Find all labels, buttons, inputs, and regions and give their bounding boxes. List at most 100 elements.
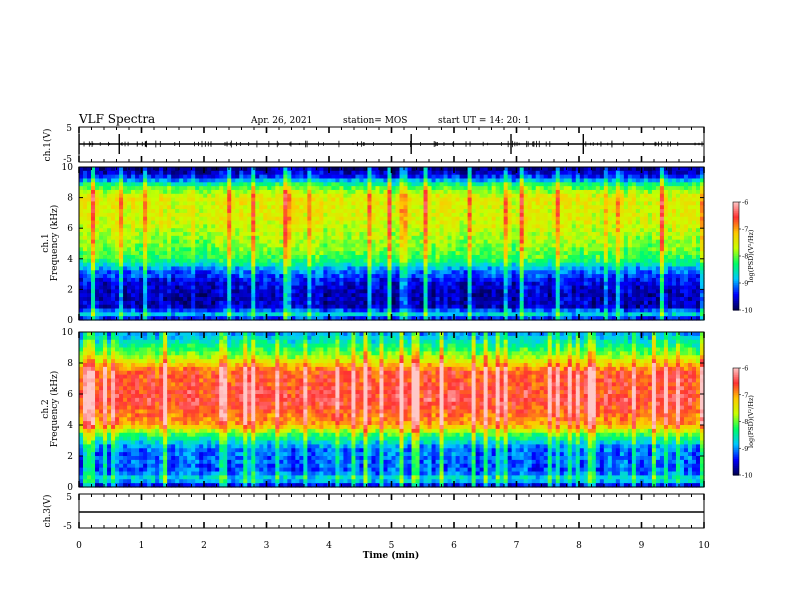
- spectrogram-cell: [355, 174, 361, 180]
- spectrogram-cell: [151, 216, 156, 222]
- spectrogram-cell: [483, 262, 489, 268]
- spectrogram-cell: [159, 281, 164, 287]
- spectrogram-cell: [483, 170, 489, 176]
- spectrogram-cell: [435, 224, 441, 229]
- spectrogram-cell: [367, 289, 373, 294]
- spectrogram-cell: [175, 285, 180, 290]
- spectrogram-cell: [319, 285, 324, 290]
- spectrogram-cell: [367, 193, 373, 199]
- spectrogram-cell: [195, 212, 200, 218]
- spectrogram-cell: [503, 178, 509, 183]
- spectrogram-cell: [543, 258, 549, 264]
- spectrogram-cell: [359, 300, 365, 306]
- spectrogram-cell: [407, 274, 413, 279]
- spectrogram-cell: [523, 209, 529, 214]
- spectrogram-cell: [495, 205, 501, 210]
- spectrogram-cell: [151, 308, 156, 313]
- spectrogram-cell: [531, 285, 537, 290]
- spectrogram-cell: [255, 274, 260, 279]
- spectrogram-cell: [535, 247, 541, 252]
- spectrogram-cell: [175, 304, 180, 310]
- spectrogram-cell: [507, 258, 513, 264]
- spectrogram-cell: [359, 193, 365, 199]
- spectrogram-cell: [227, 293, 232, 298]
- spectrogram-cell: [435, 262, 441, 268]
- spectrogram-cell: [91, 193, 96, 199]
- spectrogram-cell: [179, 224, 184, 229]
- spectrogram-cell: [187, 262, 192, 268]
- spectrogram-cell: [527, 212, 533, 218]
- spectrogram-cell: [163, 258, 168, 264]
- spectrogram-cell: [175, 258, 180, 264]
- spectrogram-cell: [211, 277, 216, 283]
- spectrogram-cell: [319, 262, 324, 268]
- spectrogram-cell: [275, 289, 280, 294]
- spectrogram-cell: [355, 170, 361, 176]
- spectrogram-cell: [387, 220, 393, 225]
- spectrogram-cell: [407, 308, 413, 313]
- spectrogram-cell: [191, 258, 196, 264]
- spectrogram-cell: [395, 239, 401, 245]
- spectrogram-cell: [95, 251, 100, 256]
- spectrogram-cell: [507, 178, 513, 183]
- spectrogram-cell: [323, 251, 328, 256]
- spectrogram-cell: [159, 312, 164, 317]
- spectrogram-cell: [183, 201, 188, 206]
- spectrogram-cell: [91, 293, 96, 298]
- spectrogram-cell: [527, 167, 533, 172]
- spectrogram-cell: [527, 270, 533, 275]
- spectrogram-cell: [151, 182, 156, 187]
- spectrogram-cell: [531, 235, 537, 241]
- spectrogram-cell: [407, 312, 413, 317]
- spectrogram-cell: [479, 262, 485, 268]
- spectrogram-cell: [355, 274, 361, 279]
- spectrogram-cell: [383, 274, 389, 279]
- spectrogram-cell: [119, 220, 124, 225]
- spectrogram-cell: [375, 232, 381, 237]
- spectrogram-cell: [487, 289, 493, 294]
- spectrogram-cell: [459, 308, 465, 313]
- spectrogram-cell: [91, 316, 96, 321]
- spectrogram-cell: [307, 312, 312, 317]
- spectrogram-cell: [227, 277, 232, 283]
- spectrogram-cell: [383, 239, 389, 245]
- spectrogram-cell: [427, 293, 433, 298]
- spectrogram-cell: [391, 201, 397, 206]
- spectrogram-cell: [255, 262, 260, 268]
- spectrogram-cell: [271, 274, 276, 279]
- spectrogram-cell: [107, 167, 112, 172]
- spectrogram-cell: [163, 266, 168, 271]
- spectrogram-cell: [335, 262, 341, 268]
- spectrogram-cell: [95, 254, 100, 260]
- spectrogram-cell: [503, 193, 509, 199]
- spectrogram-cell: [303, 228, 308, 233]
- spectrogram-cell: [495, 178, 501, 183]
- spectrogram-cell: [475, 316, 481, 321]
- spectrogram-cell: [347, 189, 353, 195]
- spectrogram-cell: [255, 297, 260, 302]
- spectrogram-cell: [211, 258, 216, 264]
- spectrogram-cell: [331, 304, 337, 310]
- spectrogram-cell: [515, 293, 521, 298]
- spectrogram-cell: [407, 251, 413, 256]
- spectrogram-cell: [111, 247, 116, 252]
- spectrogram-cell: [119, 189, 124, 195]
- spectrogram-cell: [123, 235, 128, 241]
- spectrogram-cell: [539, 220, 545, 225]
- spectrogram-cell: [103, 220, 108, 225]
- spectrogram-cell: [287, 300, 292, 306]
- spectrogram-cell: [347, 251, 353, 256]
- spectrogram-cell: [295, 312, 300, 317]
- spectrogram-cell: [467, 205, 473, 210]
- spectrogram-cell: [131, 312, 136, 317]
- spectrogram-cell: [151, 228, 156, 233]
- spectrogram-cell: [87, 228, 92, 233]
- spectrogram-cell: [243, 274, 248, 279]
- spectrogram-cell: [439, 304, 445, 310]
- spectrogram-cell: [543, 209, 549, 214]
- spectrogram-cell: [455, 205, 461, 210]
- spectrogram-cell: [479, 182, 485, 187]
- spectrogram-cell: [419, 167, 425, 172]
- spectrogram-cell: [271, 197, 276, 203]
- spectrogram-cell: [343, 174, 349, 180]
